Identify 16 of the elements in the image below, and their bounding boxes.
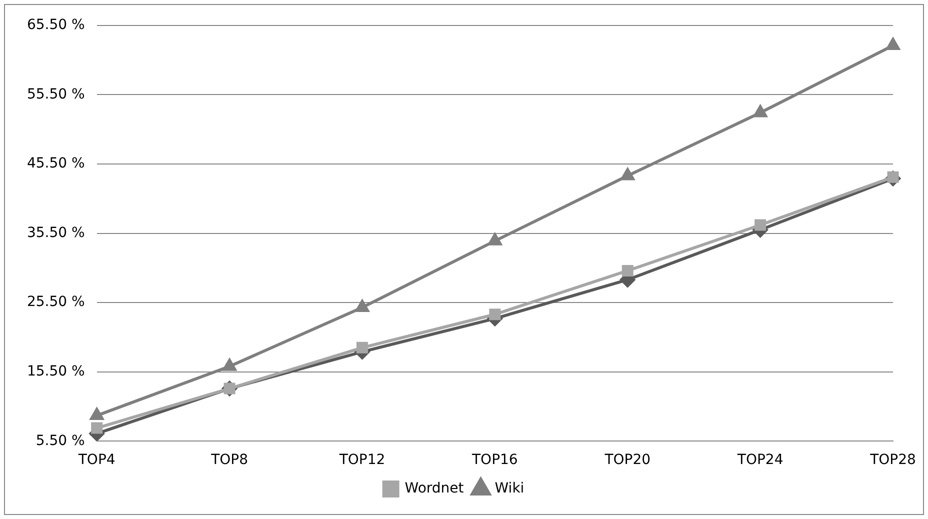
x-tick-label: TOP12 [338,452,386,468]
legend-label: Wiki [494,480,524,497]
y-tick-label: 55.50 % [26,86,85,102]
y-tick-label: 45.50 % [26,156,85,172]
x-tick-label: TOP16 [471,452,518,468]
y-tick-label: 65.50 % [26,17,85,34]
x-tick-label: TOP28 [869,452,916,468]
x-tick-label: TOP8 [210,452,248,468]
y-tick-label: 35.50 % [26,224,85,241]
y-tick-label: 5.50 % [36,432,85,449]
y-tick-label: 25.50 % [26,294,85,310]
x-tick-label: TOP24 [736,452,784,468]
legend-label: Wordnet [404,480,464,497]
x-tick-label: TOP4 [77,452,116,468]
y-tick-label: 15.50 % [26,364,85,380]
x-tick-label: TOP20 [604,452,651,468]
